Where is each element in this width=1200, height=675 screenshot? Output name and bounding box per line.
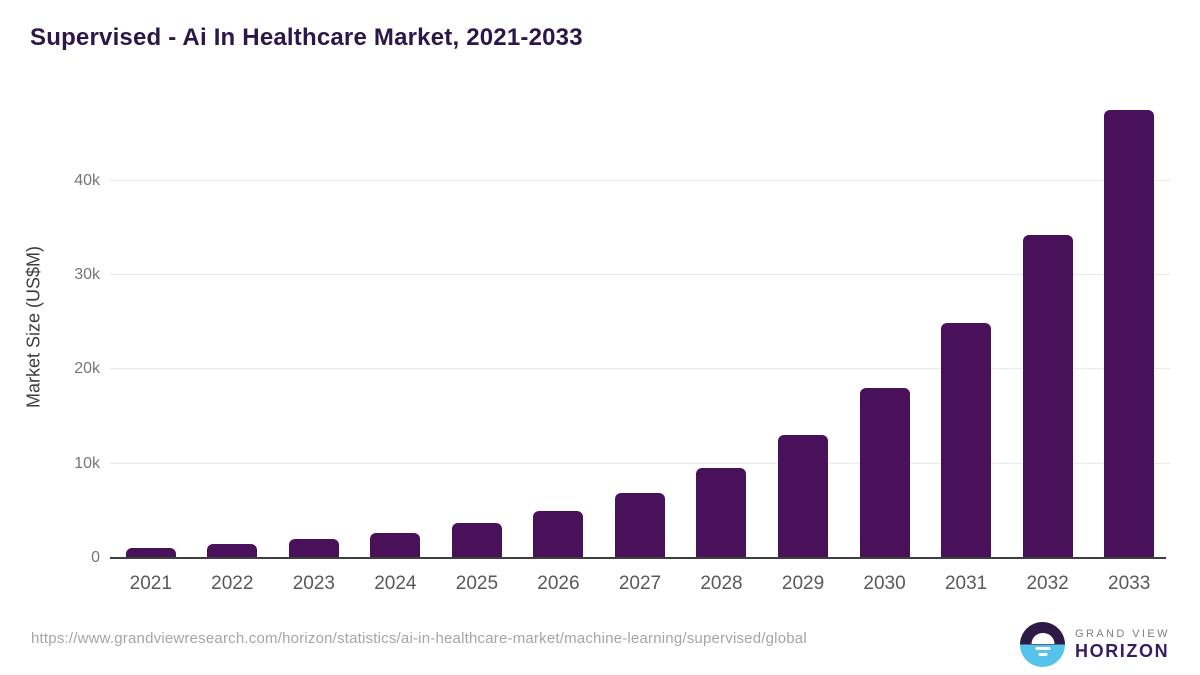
horizon-logo-icon [1020,621,1065,667]
gridline [110,274,1170,276]
bar-2025 [451,523,502,558]
gridline [110,462,1170,464]
y-tick-label: 30k [74,266,100,284]
y-axis-ticks: 0 10k 20k 30k 40k [50,96,100,566]
bar-2026 [533,510,584,558]
logo-reflection-line [1035,646,1050,650]
bar-slot [518,96,600,558]
x-tick-label: 2024 [374,573,417,594]
x-tick-label: 2021 [129,573,172,594]
x-tick-label: 2023 [292,573,335,594]
bar-slot [1007,96,1089,558]
bar-2028 [696,468,747,558]
bar-slot [1088,96,1170,558]
logo-brand-name: GRAND VIEW [1075,627,1170,640]
bar-2031 [941,323,992,558]
x-tick-label: 2022 [211,573,254,594]
bar-slot [599,96,681,558]
bar-slot [925,96,1007,558]
y-axis-title: Market Size (US$M) [23,245,44,409]
bar-slot [844,96,926,558]
x-tick-label: 2032 [1026,573,1069,594]
logo-dome-shape [1031,633,1054,644]
x-axis-line [110,557,1166,559]
logo-product-name: HORIZON [1075,640,1170,661]
bar-2022 [207,543,258,558]
bar-2032 [1022,234,1073,558]
bar-slot [192,96,274,558]
bar-2029 [778,435,829,558]
bar-slot [762,96,844,558]
y-tick-label: 10k [74,454,100,472]
x-tick-label: 2026 [537,573,580,594]
bar-2027 [614,492,665,558]
bar-2021 [125,547,176,558]
grand-view-horizon-logo: GRAND VIEW HORIZON [1020,621,1170,667]
bar-series [110,96,1170,558]
bar-2030 [859,388,910,558]
x-axis-labels: 2021 2022 2023 2024 2025 2026 2027 2028 2029 2030… [110,566,1170,602]
chart-title: Supervised - Ai In Healthcare Market, 20… [30,24,583,51]
bar-2033 [1104,110,1155,558]
gridline [110,368,1170,370]
x-tick-label: 2029 [781,573,825,594]
bar-2023 [288,539,339,558]
bar-slot [110,96,192,558]
y-tick-label: 20k [74,360,100,378]
plot-area: 0 10k 20k 30k 40k 2021 2022 2023 2024 2025 2026 20… [24,96,1170,594]
bar-2024 [370,533,421,558]
x-tick-label: 2033 [1108,573,1151,594]
gridline [110,179,1170,181]
x-tick-label: 2025 [455,573,499,594]
logo-text: GRAND VIEW HORIZON [1075,628,1170,661]
bar-slot [681,96,763,558]
bar-slot [436,96,518,558]
bar-slot [273,96,355,558]
x-tick-label: 2031 [944,573,988,594]
logo-reflection-line [1038,652,1047,656]
x-tick-label: 2030 [863,573,906,594]
y-tick-label: 0 [91,549,100,566]
bar-slot [355,96,437,558]
x-tick-label: 2027 [618,573,662,594]
y-tick-label: 40k [74,171,100,189]
source-url: https://www.grandviewresearch.com/horizo… [31,630,807,647]
x-tick-label: 2028 [700,573,743,594]
